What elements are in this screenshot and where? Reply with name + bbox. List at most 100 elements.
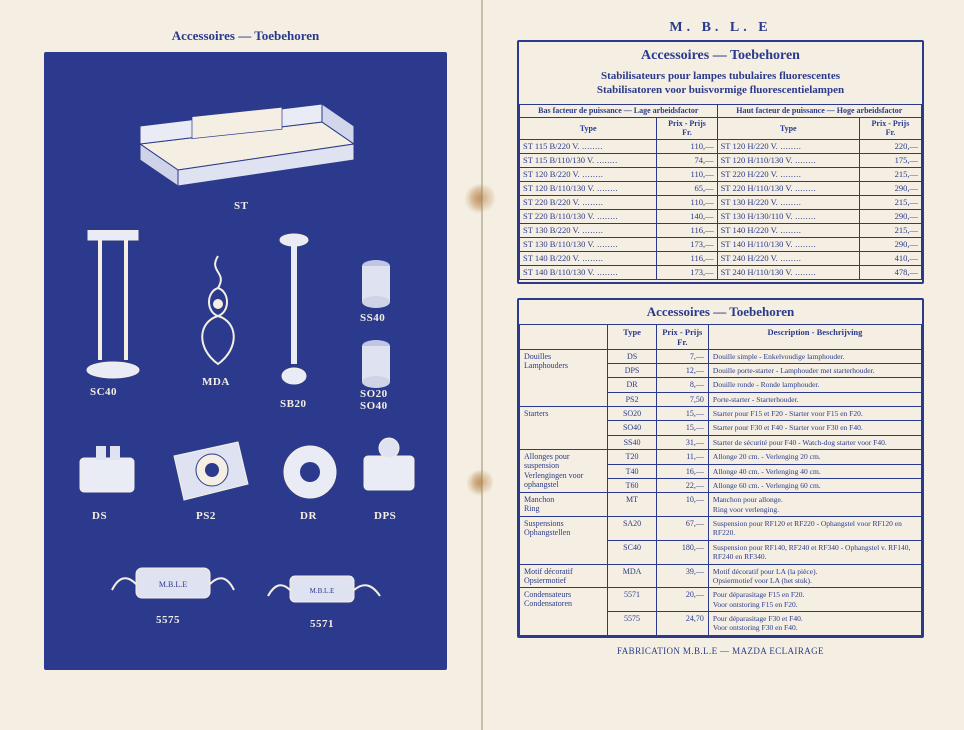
table-row: ST 220 B/110/130 V.140,—ST 130 H/130/110… bbox=[520, 209, 922, 223]
cell-category: Allonges pour suspension Verlengingen vo… bbox=[520, 450, 608, 493]
label-st: ST bbox=[234, 200, 248, 212]
stabilisers-table: Bas facteur de puissance — Lage arbeidsf… bbox=[519, 104, 922, 280]
cell-type: DPS bbox=[608, 363, 656, 377]
cell-category: Manchon Ring bbox=[520, 493, 608, 517]
table-row: Manchon RingMT10,—Manchon pour allonge. … bbox=[520, 493, 922, 517]
label-mda: MDA bbox=[202, 376, 230, 388]
label-so: SO20 SO40 bbox=[360, 388, 388, 412]
cell-category: Condensateurs Condensatoren bbox=[520, 588, 608, 636]
so-illustration bbox=[356, 338, 396, 390]
cell-desc: Douille porte-starter - Lamphouder met s… bbox=[708, 363, 921, 377]
cell-type: MT bbox=[608, 493, 656, 517]
table-row: Douilles LamphoudersDS7,—Douille simple … bbox=[520, 349, 922, 363]
ballast-illustration bbox=[122, 74, 362, 186]
th-price-r: Prix - Prijs Fr. bbox=[859, 117, 921, 139]
cell-price: 290,— bbox=[859, 181, 921, 195]
cell-price: 110,— bbox=[657, 195, 717, 209]
table-row: ST 130 B/220 V.116,—ST 140 H/220 V.215,— bbox=[520, 223, 922, 237]
cell-type: ST 120 B/220 V. bbox=[520, 167, 657, 181]
cell-price: 74,— bbox=[657, 153, 717, 167]
cell-price: 15,— bbox=[656, 421, 708, 435]
cell-type: ST 130 B/220 V. bbox=[520, 223, 657, 237]
cell-price: 67,— bbox=[656, 517, 708, 541]
cell-price: 22,— bbox=[656, 478, 708, 492]
cell-desc: Allonge 60 cm. - Verlenging 60 cm. bbox=[708, 478, 921, 492]
cell-price: 20,— bbox=[656, 588, 708, 612]
cell-type: ST 140 H/220 V. bbox=[717, 223, 859, 237]
cell-desc: Allonge 40 cm. - Verlenging 40 cm. bbox=[708, 464, 921, 478]
table-row: ST 130 B/110/130 V.173,—ST 140 H/110/130… bbox=[520, 237, 922, 251]
ps2-illustration bbox=[168, 436, 254, 508]
page-footer: FABRICATION M.B.L.E — MAZDA ECLAIRAGE bbox=[517, 646, 924, 656]
cell-price: 12,— bbox=[656, 363, 708, 377]
cell-type: ST 140 H/110/130 V. bbox=[717, 237, 859, 251]
cell-type: ST 220 H/110/130 V. bbox=[717, 181, 859, 195]
cell-type: MDA bbox=[608, 564, 656, 588]
left-page: Accessoires — Toebehoren ST SC40 bbox=[0, 0, 482, 730]
cell-type: ST 240 H/110/130 V. bbox=[717, 265, 859, 279]
cell-type: ST 220 B/110/130 V. bbox=[520, 209, 657, 223]
cell-type: ST 120 H/220 V. bbox=[717, 139, 859, 153]
cell-price: 11,— bbox=[656, 450, 708, 464]
cell-price: 116,— bbox=[657, 251, 717, 265]
accessories-block: Accessoires — Toebehoren Type Prix - Pri… bbox=[517, 298, 924, 638]
table-row: ST 120 B/220 V.110,—ST 220 H/220 V.215,— bbox=[520, 167, 922, 181]
cell-type: ST 120 H/110/130 V. bbox=[717, 153, 859, 167]
cell-desc: Motif décoratif pour LA (la pièce). Opsi… bbox=[708, 564, 921, 588]
cell-price: 215,— bbox=[859, 195, 921, 209]
cell-desc: Pour déparasitage F15 en F20. Voor ontst… bbox=[708, 588, 921, 612]
table-row: Allonges pour suspension Verlengingen vo… bbox=[520, 450, 922, 464]
cell-type: DS bbox=[608, 349, 656, 363]
table-row: ST 115 B/110/130 V.74,—ST 120 H/110/130 … bbox=[520, 153, 922, 167]
cell-desc: Pour déparasitage F30 et F40. Voor ontst… bbox=[708, 612, 921, 636]
table-row: Suspensions OphangstellenSA2067,—Suspens… bbox=[520, 517, 922, 541]
cell-type: PS2 bbox=[608, 392, 656, 406]
cell-desc: Porte-starter - Starterhouder. bbox=[708, 392, 921, 406]
table-row: ST 140 B/220 V.116,—ST 240 H/220 V.410,— bbox=[520, 251, 922, 265]
paper-stain bbox=[471, 468, 493, 496]
cell-category: Starters bbox=[520, 407, 608, 450]
stab-subtitle-fr: Stabilisateurs pour lampes tubulaires fl… bbox=[601, 70, 840, 82]
svg-text:M.B.L.E: M.B.L.E bbox=[310, 587, 335, 595]
cell-price: 7,— bbox=[656, 349, 708, 363]
paper-stain bbox=[469, 182, 495, 214]
label-dps: DPS bbox=[374, 510, 396, 522]
ds-illustration bbox=[74, 440, 140, 506]
label-dr: DR bbox=[300, 510, 317, 522]
cell-type: ST 140 B/220 V. bbox=[520, 251, 657, 265]
cell-desc: Allonge 20 cm. - Verlenging 20 cm. bbox=[708, 450, 921, 464]
left-page-title: Accessoires — Toebehoren bbox=[44, 28, 447, 44]
cell-desc: Starter pour F15 et F20 - Starter voor F… bbox=[708, 407, 921, 421]
cell-type: ST 140 B/110/130 V. bbox=[520, 265, 657, 279]
th-type-l: Type bbox=[520, 117, 657, 139]
cell-type: DR bbox=[608, 378, 656, 392]
sc40-illustration bbox=[78, 230, 148, 380]
stabilisers-block: Accessoires — Toebehoren Stabilisateurs … bbox=[517, 40, 924, 284]
cell-price: 220,— bbox=[859, 139, 921, 153]
cell-type: SS40 bbox=[608, 435, 656, 449]
table-row: ST 140 B/110/130 V.173,—ST 240 H/110/130… bbox=[520, 265, 922, 279]
cell-type: ST 220 B/220 V. bbox=[520, 195, 657, 209]
cell-category: Douilles Lamphouders bbox=[520, 349, 608, 407]
acc-th-type: Type bbox=[608, 324, 656, 349]
cell-type: T40 bbox=[608, 464, 656, 478]
cell-price: 10,— bbox=[656, 493, 708, 517]
cell-price: 8,— bbox=[656, 378, 708, 392]
cell-type: ST 240 H/220 V. bbox=[717, 251, 859, 265]
col-head-right: Haut facteur de puissance — Hoge arbeids… bbox=[717, 104, 921, 117]
stab-subtitle-nl: Stabilisatoren voor buisvormige fluoresc… bbox=[597, 84, 844, 96]
cell-price: 24,70 bbox=[656, 612, 708, 636]
table-row: ST 220 B/220 V.110,—ST 130 H/220 V.215,— bbox=[520, 195, 922, 209]
label-ds: DS bbox=[92, 510, 107, 522]
cell-desc: Starter de sécurité pour F40 - Watch-dog… bbox=[708, 435, 921, 449]
cell-type: SA20 bbox=[608, 517, 656, 541]
sb20-illustration bbox=[274, 232, 314, 392]
book-spread: Accessoires — Toebehoren ST SC40 bbox=[0, 0, 964, 730]
cell-desc: Douille simple - Enkelvoudige lamphouder… bbox=[708, 349, 921, 363]
acc-heading: Accessoires — Toebehoren bbox=[519, 304, 922, 320]
cell-price: 15,— bbox=[656, 407, 708, 421]
ss40-illustration bbox=[356, 258, 396, 310]
mda-illustration bbox=[178, 252, 258, 372]
cell-price: 173,— bbox=[657, 265, 717, 279]
col-head-left: Bas facteur de puissance — Lage arbeidsf… bbox=[520, 104, 718, 117]
